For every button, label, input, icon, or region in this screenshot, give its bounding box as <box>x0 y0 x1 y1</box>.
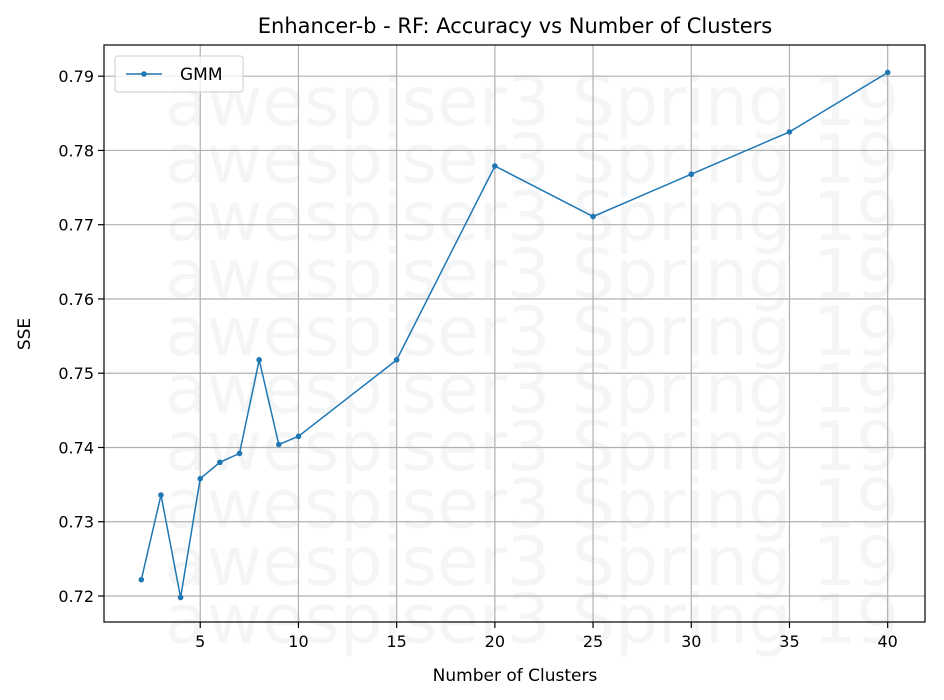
x-tick-label: 15 <box>386 632 406 651</box>
grid <box>104 45 925 622</box>
series-layer <box>138 69 891 601</box>
data-point <box>158 492 164 498</box>
watermark-text: awespiser3 Spring 19 <box>165 236 899 315</box>
data-point <box>393 357 400 363</box>
watermark-text: awespiser3 Spring 19 <box>165 293 899 372</box>
y-tick-label: 0.74 <box>58 438 94 457</box>
data-point <box>276 441 282 448</box>
x-tick-label: 30 <box>681 632 701 651</box>
x-tick-label: 40 <box>878 632 898 651</box>
watermark-text: awespiser3 Spring 19 <box>165 178 899 257</box>
data-point <box>492 163 498 169</box>
x-tick-label: 5 <box>195 632 205 651</box>
x-tick-label: 10 <box>288 632 308 651</box>
data-point <box>177 594 184 601</box>
plot-area-frame <box>103 44 926 623</box>
data-point <box>256 357 262 363</box>
legend: GMM <box>114 55 244 93</box>
x-tick-label: 35 <box>779 632 799 651</box>
watermark-text: awespiser3 Spring 19 <box>165 121 899 200</box>
y-tick-label: 0.75 <box>58 364 94 383</box>
y-tick-label: 0.79 <box>58 67 94 86</box>
data-point <box>884 69 891 76</box>
legend-marker-gmm <box>141 71 147 77</box>
data-point <box>786 129 793 135</box>
data-point <box>236 450 243 457</box>
y-axis-ticks: 0.72 0.73 0.74 0.75 0.76 0.77 0.78 0.79 <box>58 67 104 606</box>
data-point <box>217 459 223 466</box>
y-tick-label: 0.76 <box>58 290 94 309</box>
legend-label-gmm: GMM <box>180 65 223 85</box>
data-point <box>295 433 302 440</box>
x-axis-ticks: 5 10 15 20 25 30 35 40 <box>195 622 898 651</box>
data-point <box>688 171 695 178</box>
x-tick-label: 20 <box>485 632 505 651</box>
y-axis-label: SSE <box>15 318 35 350</box>
y-tick-label: 0.72 <box>58 587 94 606</box>
watermark-text: awespiser3 Spring 19 <box>165 581 899 660</box>
data-point <box>590 213 596 220</box>
y-tick-label: 0.78 <box>58 141 94 160</box>
watermark-text: awespiser3 Spring 19 <box>165 351 899 430</box>
x-axis-label: Number of Clusters <box>433 666 598 686</box>
data-point <box>138 576 145 583</box>
chart-title: Enhancer-b - RF: Accuracy vs Number of C… <box>258 14 772 38</box>
watermark-text: awespiser3 Spring 19 <box>165 466 899 545</box>
y-tick-label: 0.73 <box>58 513 94 532</box>
legend-box <box>114 55 244 93</box>
watermark-text: awespiser3 Spring 19 <box>165 523 899 602</box>
x-tick-label: 25 <box>583 632 603 651</box>
y-tick-label: 0.77 <box>58 216 94 235</box>
data-point <box>197 475 204 482</box>
